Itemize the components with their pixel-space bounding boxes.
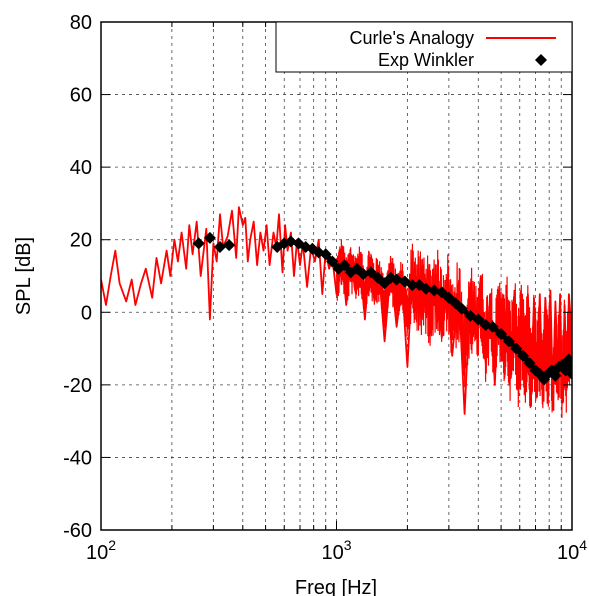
y-tick-label: 60	[70, 85, 92, 107]
x-tick-labels: 102 103 104	[86, 537, 587, 564]
series-winkler-point	[319, 248, 332, 261]
series-winkler-point	[338, 259, 351, 272]
legend-swatch-winkler	[535, 54, 547, 66]
series-winkler-point	[523, 357, 536, 370]
series-winkler-point	[390, 273, 403, 286]
y-tick-labels: 80 60 40 20 0 -20 -40 -60	[63, 12, 92, 542]
series-winkler-point	[502, 335, 515, 348]
y-tick-label: -20	[63, 375, 92, 397]
series-winkler-point	[326, 255, 339, 268]
y-axis-label: SPL [dB]	[13, 237, 35, 315]
y-tick-label: -40	[63, 447, 92, 469]
series-winkler-point	[223, 239, 236, 252]
series-winkler-point	[420, 282, 433, 295]
series-layer	[101, 206, 572, 419]
y-tick-label: 80	[70, 12, 92, 34]
y-tick-label: 0	[81, 302, 92, 324]
series-curle-band	[406, 243, 502, 388]
series-winkler-point	[442, 291, 455, 304]
series-winkler-point	[472, 313, 485, 326]
y-tick-label: 20	[70, 230, 92, 252]
legend-label-curle: Curle's Analogy	[349, 28, 474, 48]
grid-lines	[101, 22, 572, 530]
y-tick-label: -60	[63, 520, 92, 542]
series-winkler-point	[371, 271, 384, 284]
x-tick-label: 103	[321, 537, 351, 564]
series-winkler-point	[364, 266, 377, 279]
series-winkler-point	[562, 353, 572, 366]
y-tick-label: 40	[70, 157, 92, 179]
series-winkler-point	[435, 286, 448, 299]
legend-box	[275, 21, 573, 73]
series-winkler-point	[486, 320, 499, 333]
series-winkler-point	[406, 279, 419, 292]
series-winkler-point	[510, 342, 523, 355]
series-winkler-point	[192, 237, 205, 250]
series-winkler-point	[566, 367, 572, 380]
x-axis-label: Freq [Hz]	[295, 577, 377, 596]
x-tick-label: 104	[557, 537, 587, 564]
x-tick-label: 102	[86, 537, 116, 564]
series-winkler-point	[549, 369, 562, 382]
series-curle-band	[335, 239, 408, 337]
legend-label-winkler: Exp Winkler	[378, 50, 474, 70]
series-winkler-point	[203, 231, 216, 244]
series-winkler-point	[213, 240, 226, 253]
series-winkler-point	[455, 302, 468, 315]
series-winkler-point	[495, 328, 508, 341]
legend: Curle's Analogy Exp Winkler	[275, 21, 573, 73]
series-winkler-point	[517, 349, 530, 362]
